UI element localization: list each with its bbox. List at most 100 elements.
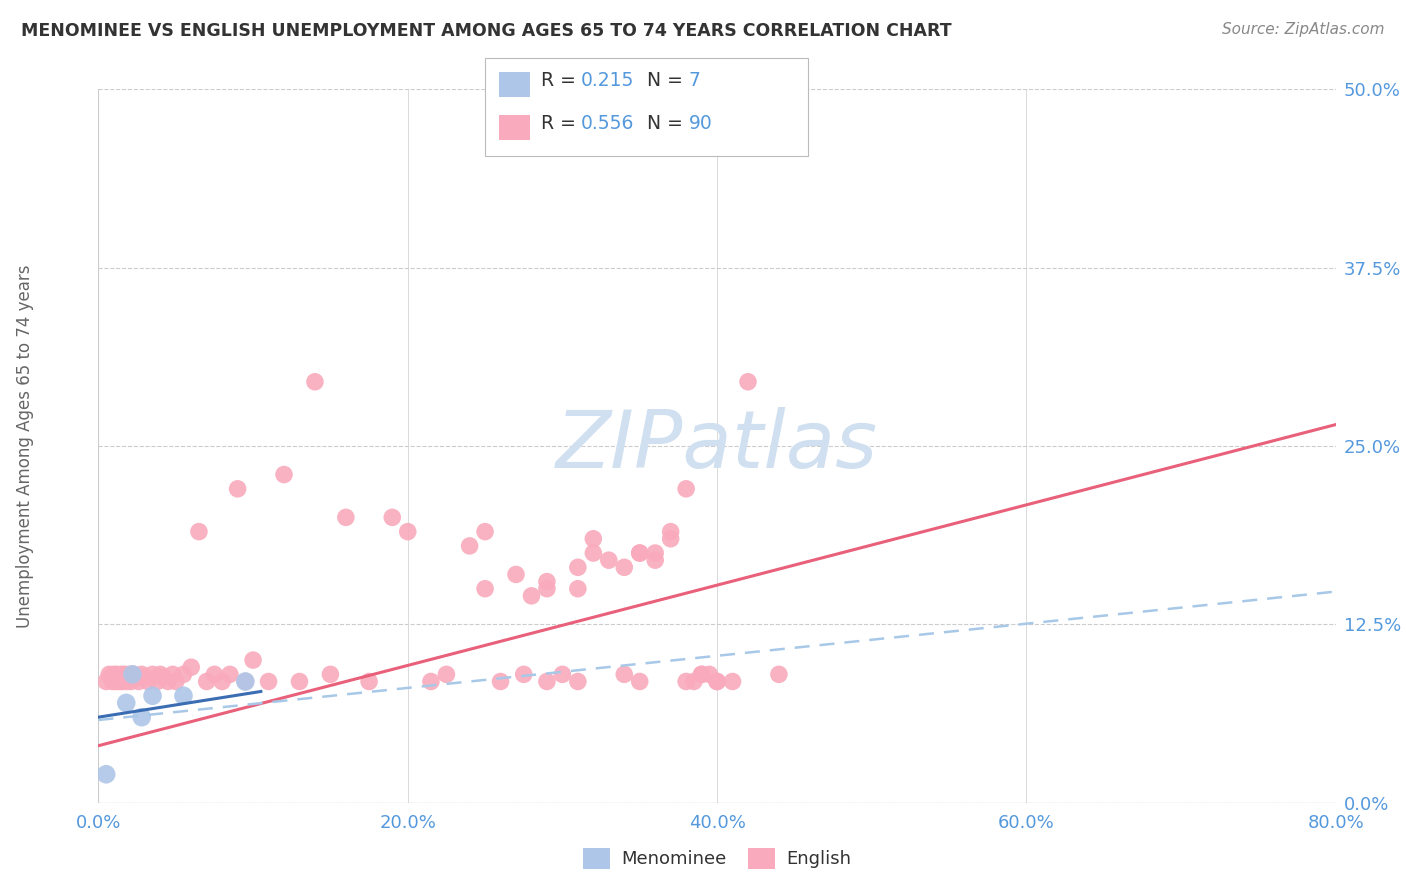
Point: [304, 375, 326, 389]
Point: [582, 532, 605, 546]
Text: 90: 90: [689, 113, 713, 133]
Text: ZIPatlas: ZIPatlas: [555, 407, 879, 485]
Point: [173, 689, 195, 703]
Point: [381, 510, 404, 524]
Point: [582, 546, 605, 560]
Point: [458, 539, 481, 553]
Point: [142, 689, 165, 703]
Point: [111, 674, 134, 689]
Point: [419, 674, 441, 689]
Point: [118, 667, 141, 681]
Point: [567, 560, 589, 574]
Point: [121, 667, 143, 681]
Point: [737, 375, 759, 389]
Point: [628, 674, 651, 689]
Point: [98, 667, 121, 681]
Text: 0.556: 0.556: [581, 113, 634, 133]
Legend: Menominee, English: Menominee, English: [576, 840, 858, 876]
Text: MENOMINEE VS ENGLISH UNEMPLOYMENT AMONG AGES 65 TO 74 YEARS CORRELATION CHART: MENOMINEE VS ENGLISH UNEMPLOYMENT AMONG …: [21, 22, 952, 40]
Point: [536, 582, 558, 596]
Point: [683, 674, 706, 689]
Point: [149, 667, 172, 681]
Point: [520, 589, 543, 603]
Point: [675, 674, 697, 689]
Point: [180, 660, 202, 674]
Point: [131, 667, 153, 681]
Point: [659, 524, 682, 539]
Point: [505, 567, 527, 582]
Point: [551, 667, 574, 681]
Point: [136, 674, 159, 689]
Text: Unemployment Among Ages 65 to 74 years: Unemployment Among Ages 65 to 74 years: [17, 264, 34, 628]
Point: [162, 667, 184, 681]
Point: [120, 674, 142, 689]
Point: [219, 667, 242, 681]
Point: [474, 524, 496, 539]
Text: R =: R =: [541, 113, 582, 133]
Point: [235, 674, 257, 689]
Point: [474, 582, 496, 596]
Point: [675, 482, 697, 496]
Point: [319, 667, 342, 681]
Point: [706, 674, 728, 689]
Point: [644, 553, 666, 567]
Text: R =: R =: [541, 70, 582, 90]
Point: [257, 674, 280, 689]
Point: [357, 674, 380, 689]
Point: [96, 674, 118, 689]
Point: [107, 674, 129, 689]
Point: [131, 710, 153, 724]
Point: [173, 667, 195, 681]
Point: [436, 667, 458, 681]
Point: [768, 667, 790, 681]
Point: [115, 696, 138, 710]
Point: [721, 674, 744, 689]
Point: [117, 670, 139, 684]
Point: [273, 467, 295, 482]
Text: 0.215: 0.215: [581, 70, 634, 90]
Point: [567, 582, 589, 596]
Point: [128, 674, 150, 689]
Point: [122, 667, 145, 681]
Point: [103, 667, 125, 681]
Text: N =: N =: [647, 113, 689, 133]
Point: [134, 670, 156, 684]
Point: [335, 510, 357, 524]
Point: [204, 667, 226, 681]
Point: [152, 670, 174, 684]
Point: [613, 667, 636, 681]
Text: N =: N =: [647, 70, 689, 90]
Point: [567, 674, 589, 689]
Point: [211, 674, 233, 689]
Point: [644, 546, 666, 560]
Point: [114, 667, 136, 681]
Point: [536, 674, 558, 689]
Point: [115, 674, 138, 689]
Point: [235, 674, 257, 689]
Point: [706, 674, 728, 689]
Point: [628, 546, 651, 560]
Point: [396, 524, 419, 539]
Point: [288, 674, 311, 689]
Point: [195, 674, 218, 689]
Point: [226, 482, 249, 496]
Text: Source: ZipAtlas.com: Source: ZipAtlas.com: [1222, 22, 1385, 37]
Point: [690, 667, 713, 681]
Point: [598, 553, 620, 567]
Point: [157, 674, 180, 689]
Point: [104, 674, 127, 689]
Point: [100, 670, 122, 684]
Point: [96, 767, 118, 781]
Point: [127, 670, 149, 684]
Point: [121, 670, 143, 684]
Point: [105, 667, 128, 681]
Point: [699, 667, 721, 681]
Point: [536, 574, 558, 589]
Point: [489, 674, 512, 689]
Point: [142, 667, 165, 681]
Point: [112, 670, 135, 684]
Point: [613, 560, 636, 574]
Text: 7: 7: [689, 70, 700, 90]
Point: [108, 670, 131, 684]
Point: [103, 670, 125, 684]
